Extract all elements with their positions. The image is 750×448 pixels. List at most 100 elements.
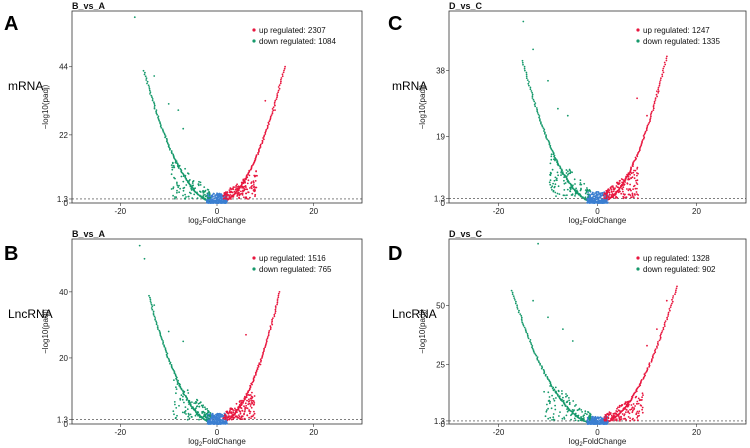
data-point: [629, 188, 631, 191]
data-point: [187, 412, 190, 415]
data-point: [175, 416, 177, 419]
data-point: [210, 422, 213, 425]
data-point: [172, 187, 175, 190]
data-point: [641, 140, 643, 143]
data-point: [525, 71, 528, 74]
data-point: [217, 423, 220, 425]
x-tick-label: -20: [493, 428, 505, 437]
data-point: [619, 420, 621, 422]
data-point: [250, 406, 253, 409]
data-point: [240, 401, 243, 404]
data-point: [202, 197, 205, 200]
data-point: [579, 183, 582, 186]
data-point: [596, 191, 599, 193]
data-point: [194, 191, 197, 194]
data-point: [272, 106, 275, 109]
data-point: [269, 118, 272, 121]
data-point: [626, 173, 628, 176]
data-point: [656, 90, 658, 93]
data-point: [593, 201, 596, 203]
data-point: [206, 192, 209, 195]
data-point: [533, 100, 536, 103]
data-point: [665, 59, 668, 62]
data-point: [149, 300, 152, 302]
data-point: [567, 409, 570, 412]
data-point: [561, 398, 563, 401]
legend-label-up: up regulated: 2307: [259, 26, 326, 35]
data-point: [580, 187, 582, 190]
data-point: [663, 61, 666, 64]
data-point: [176, 183, 178, 185]
data-point: [244, 406, 247, 409]
data-point: [273, 101, 276, 104]
data-point: [177, 379, 180, 382]
panel-title: B_vs_A: [72, 229, 106, 239]
data-point: [164, 347, 167, 349]
data-point: [163, 344, 166, 347]
data-point: [543, 128, 546, 131]
data-point: [549, 400, 551, 403]
data-point: [541, 125, 544, 128]
data-point: [553, 399, 556, 402]
data-point: [621, 187, 623, 190]
data-point: [539, 118, 541, 120]
data-point: [510, 289, 513, 292]
data-point: [253, 417, 256, 419]
data-point: [564, 194, 566, 197]
data-point: [616, 196, 619, 199]
data-point: [199, 181, 202, 184]
data-point: [551, 185, 554, 188]
data-point: [244, 177, 247, 180]
data-point: [608, 411, 611, 414]
data-point: [552, 189, 555, 192]
data-point: [252, 414, 255, 416]
data-point: [236, 195, 239, 197]
data-point: [185, 184, 188, 186]
data-point: [216, 195, 219, 197]
data-point: [145, 79, 148, 81]
data-point: [258, 363, 261, 366]
data-point: [149, 93, 151, 95]
data-point: [199, 194, 201, 197]
data-point: [577, 415, 579, 418]
data-point: [576, 189, 578, 192]
data-point: [165, 351, 168, 354]
data-point: [658, 339, 661, 342]
data-point: [547, 316, 549, 319]
data-point: [649, 118, 651, 121]
data-point: [636, 187, 638, 190]
data-point: [225, 422, 228, 424]
data-point: [196, 411, 199, 413]
data-point: [238, 415, 241, 418]
data-point: [150, 303, 153, 306]
data-point: [587, 193, 590, 196]
data-point: [641, 141, 643, 144]
data-point: [624, 417, 627, 420]
data-point: [594, 195, 596, 198]
data-points: [133, 16, 286, 204]
data-point: [566, 114, 569, 117]
data-point: [644, 372, 647, 374]
data-point: [153, 106, 156, 108]
data-point: [597, 194, 600, 196]
data-point: [247, 179, 250, 182]
data-point: [525, 73, 528, 76]
row-label-lncrna-left: LncRNA: [8, 307, 53, 321]
data-point: [534, 102, 537, 104]
data-point: [237, 416, 240, 419]
data-point: [587, 199, 590, 202]
data-point: [229, 194, 232, 196]
data-point: [548, 402, 551, 405]
data-point: [235, 402, 238, 405]
data-point: [566, 394, 569, 397]
data-point: [219, 420, 222, 423]
data-point: [183, 197, 186, 200]
data-point: [663, 323, 666, 326]
data-point: [146, 80, 149, 83]
data-point: [567, 173, 569, 176]
data-point: [178, 184, 180, 187]
data-point: [548, 143, 551, 146]
data-point: [650, 359, 653, 362]
data-point: [211, 414, 214, 416]
data-point: [271, 323, 274, 326]
